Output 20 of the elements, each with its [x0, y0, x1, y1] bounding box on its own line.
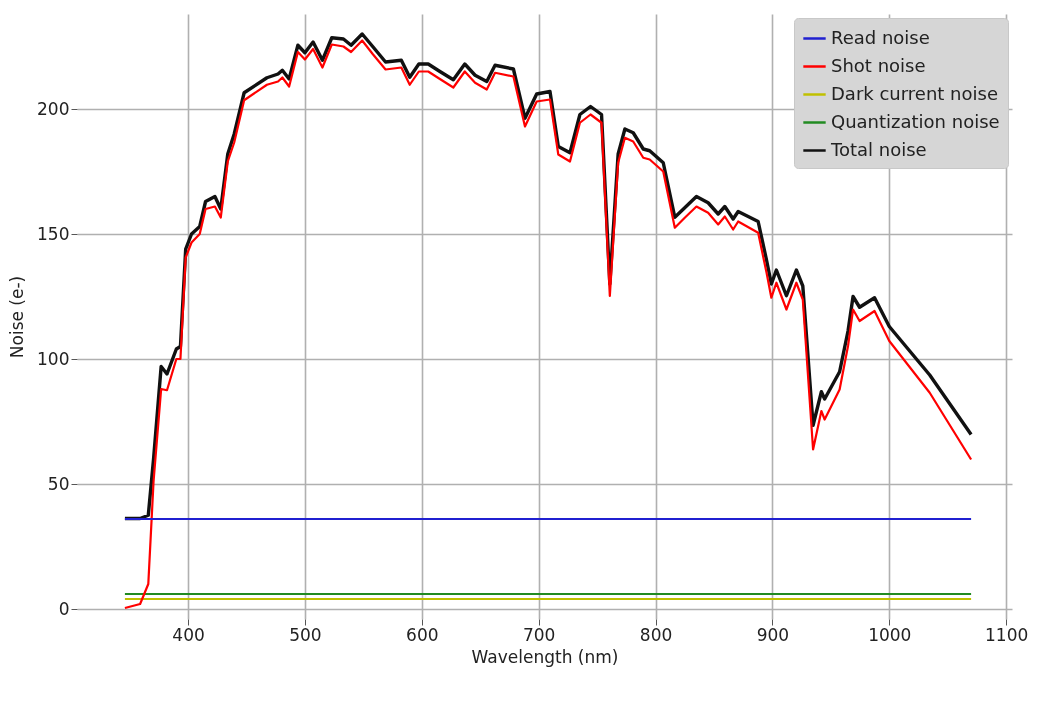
- y-tick-label: 100: [37, 348, 70, 369]
- y-tick-label: 200: [37, 98, 70, 119]
- legend-label: Total noise: [830, 138, 927, 160]
- x-tick-label: 500: [289, 624, 322, 645]
- y-tick-label: 50: [47, 473, 70, 494]
- x-tick-label: 900: [756, 624, 790, 645]
- legend-label: Quantization noise: [831, 110, 1000, 132]
- x-tick-label: 400: [172, 624, 205, 645]
- x-tick-label: 800: [639, 624, 673, 645]
- x-tick-label: 1100: [985, 624, 1029, 645]
- legend-label: Shot noise: [831, 54, 926, 76]
- x-axis-title: Wavelength (nm): [471, 646, 619, 667]
- x-tick-label: 700: [522, 624, 556, 645]
- y-tick-label: 150: [37, 223, 70, 244]
- y-tick-label: 0: [58, 598, 70, 619]
- legend-label: Read noise: [831, 26, 930, 48]
- y-axis-title: Noise (e-): [7, 275, 28, 359]
- legend-label: Dark current noise: [831, 82, 998, 104]
- x-tick-label: 600: [406, 624, 439, 645]
- x-tick-label: 1000: [868, 624, 912, 645]
